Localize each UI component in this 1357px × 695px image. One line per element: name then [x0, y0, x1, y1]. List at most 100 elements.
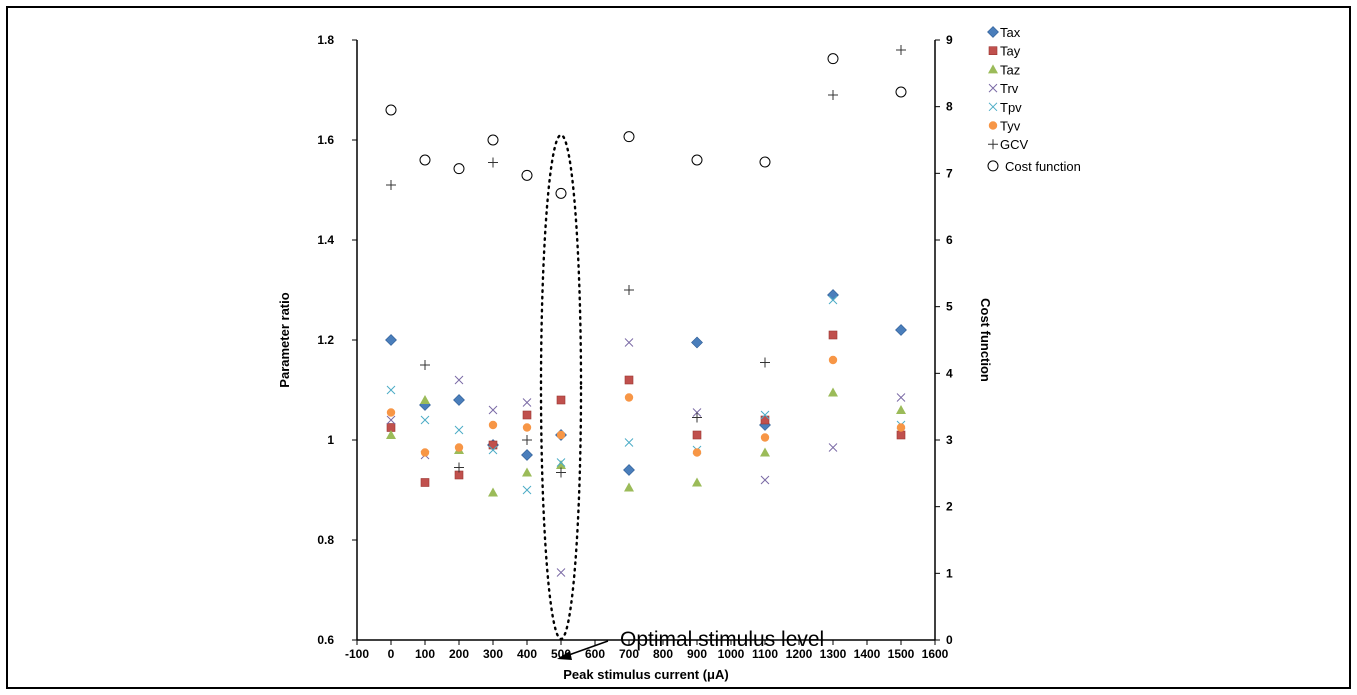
legend-marker-tay	[988, 46, 998, 56]
x-tick-label: 800	[653, 647, 673, 661]
gcv-point	[522, 435, 532, 445]
tyv-point	[420, 448, 430, 457]
x-tick-label: 400	[517, 647, 537, 661]
tyv-point	[556, 430, 566, 440]
y-left-tick-label: 1	[327, 433, 334, 447]
x-tick-label: -100	[345, 647, 369, 661]
legend-label-trv: Trv	[1000, 81, 1019, 96]
tpv-point	[454, 425, 464, 435]
legend-marker-gcv	[988, 139, 998, 150]
y-left-tick-label: 1.2	[317, 333, 334, 347]
y-right-tick-label: 9	[946, 33, 953, 47]
x-tick-label: 1400	[854, 647, 881, 661]
tyv-point	[488, 420, 498, 430]
y-right-tick-label: 2	[946, 500, 953, 514]
cost-function-point	[487, 134, 499, 146]
taz-point	[760, 447, 770, 457]
tax-point	[521, 449, 533, 461]
legend-marker-taz	[988, 64, 998, 74]
tax-point	[623, 464, 635, 476]
tay-point	[760, 415, 770, 425]
x-tick-label: 1500	[888, 647, 915, 661]
tpv-point	[522, 485, 532, 495]
y-right-tick-label: 4	[946, 366, 953, 380]
x-tick-label: 1300	[820, 647, 847, 661]
trv-point	[522, 398, 532, 407]
tpv-point	[386, 385, 396, 395]
gcv-point	[896, 45, 906, 55]
annotation-arrow-line	[565, 640, 609, 657]
y-right-tick-label: 5	[946, 300, 953, 314]
tyv-point	[386, 408, 396, 417]
trv-point	[828, 443, 838, 452]
x-tick-label: 0	[388, 647, 395, 661]
taz-point	[692, 477, 702, 487]
legend-label-tay: Tay	[1000, 44, 1021, 59]
trv-point	[454, 375, 464, 385]
cost-function-point	[521, 169, 533, 181]
gcv-point	[488, 157, 498, 168]
legend-label-tax: Tax	[1000, 25, 1021, 40]
axes: -100 0 100 200 300 400 500 600 700 800 900 1000 1100…	[277, 33, 993, 682]
legend-label-cost-function: Cost function	[1005, 159, 1081, 174]
legend-marker-tax	[987, 26, 999, 38]
taz-point	[896, 405, 906, 414]
y-left-tick-label: 0.8	[317, 533, 334, 547]
y-right-tick-label: 0	[946, 633, 953, 647]
annotation-text: Optimal stimulus level	[620, 628, 824, 651]
y-right-tick-label: 8	[946, 100, 953, 114]
series-gcv	[386, 45, 906, 478]
cost-function-point	[759, 156, 771, 168]
tpv-point	[828, 295, 838, 305]
tay-point	[896, 430, 906, 440]
tpv-point	[624, 438, 634, 447]
legend-marker-tpv	[988, 102, 998, 112]
tyv-point	[828, 355, 838, 365]
taz-point	[420, 395, 430, 404]
tpv-point	[760, 410, 770, 420]
cost-function-point	[385, 104, 397, 116]
trv-point	[556, 568, 566, 577]
tax-point	[453, 394, 465, 406]
tax-point	[385, 334, 397, 346]
cost-function-point	[827, 53, 839, 65]
series-tay	[386, 330, 906, 487]
cost-function-point	[623, 131, 635, 143]
series-cost-function	[385, 53, 907, 199]
annotation-arrowhead	[557, 651, 572, 660]
taz-point	[556, 460, 566, 469]
cost-function-point	[419, 154, 431, 166]
legend-label-tyv: Tyv	[1000, 119, 1021, 134]
optimal-annotation: Optimal stimulus level	[539, 133, 824, 660]
taz-point	[624, 482, 634, 492]
trv-point	[896, 393, 906, 402]
tay-point	[692, 430, 702, 440]
legend-label-gcv: GCV	[1000, 137, 1029, 152]
legend-marker-tyv	[988, 121, 998, 130]
tyv-point	[454, 443, 464, 452]
tay-point	[522, 410, 532, 420]
taz-point	[522, 467, 532, 477]
tax-point	[895, 324, 907, 336]
trv-point	[760, 475, 770, 485]
tpv-point	[556, 458, 566, 467]
tyv-point	[692, 448, 702, 457]
y-left-tick-label: 1.8	[317, 33, 334, 47]
gcv-point	[760, 357, 770, 368]
tyv-point	[896, 423, 906, 432]
gcv-point	[828, 90, 838, 100]
trv-point	[386, 415, 396, 425]
gcv-point	[692, 412, 702, 423]
legend-marker-trv	[988, 83, 998, 93]
taz-point	[828, 387, 838, 397]
taz-point	[386, 430, 396, 439]
gcv-point	[624, 285, 634, 295]
optimal-ellipse	[539, 133, 583, 641]
legend-marker-cost-function	[987, 160, 999, 172]
x-tick-label: 1100	[752, 647, 778, 661]
gcv-point	[454, 462, 464, 473]
x-tick-label: 100	[415, 647, 435, 661]
x-tick-label: 200	[449, 647, 469, 661]
x-tick-label: 1200	[786, 647, 813, 661]
chart-marks	[385, 45, 907, 577]
